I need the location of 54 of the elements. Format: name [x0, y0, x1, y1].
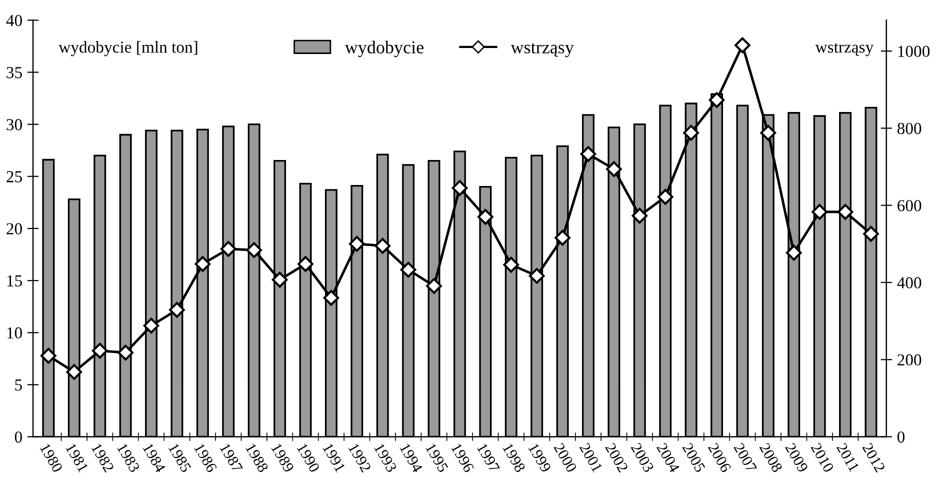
point — [323, 290, 340, 306]
point — [606, 161, 622, 177]
point — [657, 188, 674, 205]
y-tick-label: 35 — [6, 67, 22, 78]
point — [478, 208, 494, 225]
point — [683, 124, 699, 141]
legend-label: wstrząsy — [510, 43, 574, 58]
y2-tick-label: 800 — [897, 122, 922, 134]
point — [734, 37, 750, 54]
point — [169, 302, 185, 318]
point — [194, 256, 211, 272]
y2-axis-title: wstrząsy — [815, 43, 874, 56]
y2-tick-label: 200 — [898, 354, 922, 366]
y-tick-label: 20 — [6, 223, 22, 234]
point — [632, 208, 648, 224]
point — [708, 92, 725, 108]
point — [92, 342, 108, 359]
point — [220, 240, 236, 257]
y2-tick-label: 1000 — [898, 46, 930, 58]
point — [40, 348, 56, 364]
y-tick-label: 15 — [7, 275, 22, 286]
y2-tick-label: 400 — [897, 277, 922, 288]
point — [528, 268, 545, 284]
x-tick-label: 1987 — [220, 442, 244, 474]
y2-tick-label: 0 — [897, 431, 905, 443]
point — [760, 124, 776, 141]
y-tick-label: 40 — [6, 14, 22, 26]
point — [837, 204, 854, 220]
point — [503, 256, 520, 273]
y-tick-label: 10 — [7, 327, 22, 339]
point — [66, 364, 82, 380]
point — [143, 318, 160, 334]
point — [348, 236, 365, 252]
y-tick-label: 0 — [14, 431, 22, 443]
point — [554, 230, 570, 246]
point — [452, 180, 468, 196]
point — [246, 242, 262, 258]
point — [863, 226, 879, 242]
point — [426, 278, 442, 294]
point — [374, 238, 391, 254]
x-tick-label: 1997 — [476, 443, 500, 474]
y-tick-label: 25 — [6, 171, 22, 182]
point — [580, 146, 596, 162]
y-tick-label: 5 — [15, 380, 22, 391]
y-tick-label: 30 — [6, 119, 22, 130]
y2-tick-label: 600 — [898, 200, 922, 212]
point — [812, 204, 828, 220]
point — [298, 256, 314, 272]
point — [272, 272, 288, 288]
point — [118, 344, 134, 361]
point — [400, 262, 416, 278]
point — [786, 244, 802, 261]
y-axis-title: wydobycie [mln ton] — [58, 41, 198, 56]
legend-label: wydobycie — [344, 40, 424, 58]
